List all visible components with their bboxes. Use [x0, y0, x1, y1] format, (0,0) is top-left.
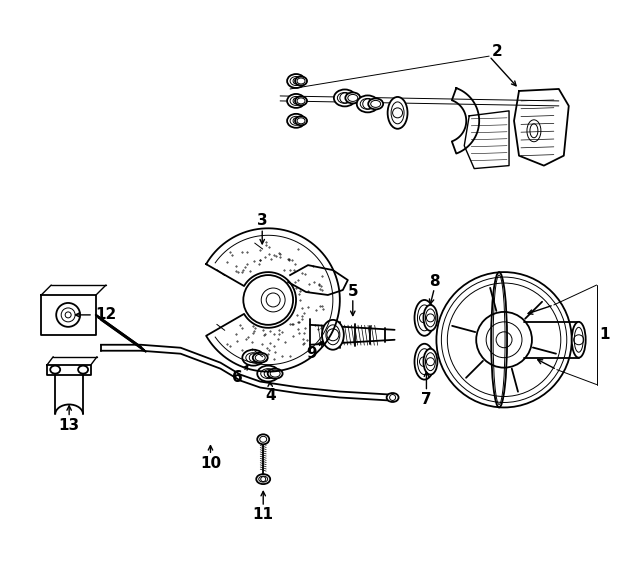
- Ellipse shape: [322, 320, 344, 350]
- Text: 8: 8: [429, 274, 440, 288]
- Polygon shape: [206, 228, 340, 371]
- Ellipse shape: [78, 366, 88, 374]
- Polygon shape: [452, 88, 479, 153]
- Circle shape: [56, 303, 80, 327]
- Text: 11: 11: [253, 507, 274, 522]
- Ellipse shape: [257, 366, 279, 381]
- Ellipse shape: [287, 74, 305, 88]
- Polygon shape: [464, 111, 509, 168]
- Polygon shape: [41, 295, 96, 335]
- Text: 7: 7: [421, 392, 432, 407]
- Ellipse shape: [257, 434, 269, 444]
- Polygon shape: [101, 345, 389, 401]
- Ellipse shape: [357, 95, 379, 112]
- Ellipse shape: [295, 116, 307, 125]
- Ellipse shape: [256, 474, 270, 484]
- Ellipse shape: [242, 350, 265, 366]
- Text: 2: 2: [492, 44, 502, 59]
- Circle shape: [243, 275, 293, 325]
- Ellipse shape: [415, 344, 434, 380]
- Polygon shape: [96, 315, 146, 352]
- Text: 12: 12: [95, 307, 117, 322]
- Polygon shape: [514, 89, 569, 166]
- Circle shape: [261, 288, 285, 312]
- Text: 10: 10: [200, 456, 221, 471]
- Ellipse shape: [50, 366, 60, 374]
- Text: 1: 1: [599, 327, 610, 342]
- Text: 5: 5: [347, 284, 358, 298]
- Ellipse shape: [295, 77, 307, 85]
- Ellipse shape: [415, 300, 434, 336]
- Ellipse shape: [368, 98, 383, 109]
- Ellipse shape: [345, 92, 360, 104]
- Ellipse shape: [287, 94, 305, 108]
- Text: 3: 3: [257, 213, 268, 228]
- Text: 9: 9: [307, 346, 317, 361]
- Ellipse shape: [387, 393, 399, 402]
- Ellipse shape: [334, 90, 356, 106]
- Polygon shape: [47, 364, 91, 374]
- Ellipse shape: [253, 353, 268, 363]
- Ellipse shape: [387, 97, 407, 129]
- Text: 13: 13: [59, 418, 80, 433]
- Ellipse shape: [295, 97, 307, 105]
- Ellipse shape: [423, 349, 438, 374]
- Text: 4: 4: [265, 388, 276, 403]
- Ellipse shape: [287, 114, 305, 128]
- Text: 6: 6: [232, 370, 243, 385]
- Ellipse shape: [423, 305, 438, 331]
- Polygon shape: [288, 265, 348, 295]
- Ellipse shape: [572, 322, 586, 357]
- Ellipse shape: [268, 369, 282, 378]
